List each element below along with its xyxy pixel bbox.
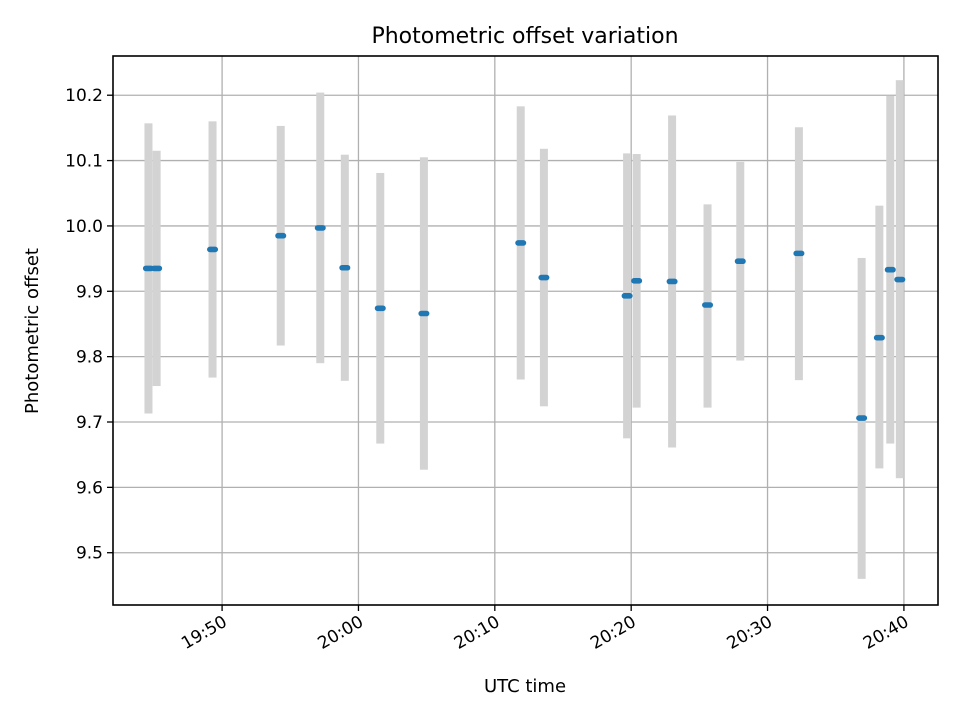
data-point — [702, 302, 714, 308]
data-point — [856, 415, 868, 421]
data-point — [275, 232, 287, 239]
x-axis-label: UTC time — [484, 676, 566, 697]
data-point — [207, 246, 219, 253]
data-point — [418, 310, 430, 317]
y-tick-label: 10.1 — [65, 152, 103, 172]
data-point — [894, 276, 906, 283]
y-tick-label: 9.9 — [76, 282, 103, 302]
y-tick-label: 10.2 — [65, 86, 103, 106]
y-tick-label: 9.6 — [76, 478, 103, 498]
data-point — [374, 305, 386, 312]
y-tick-label: 10.0 — [65, 217, 103, 237]
chart-title: Photometric offset variation — [371, 24, 678, 49]
marker-layer — [142, 225, 906, 421]
plot-frame — [112, 55, 939, 606]
tick-layer: 9.5 9.6 9.7 9.8 9.9 10.0 10.1 10.2 19:50 20:00 20:… — [65, 86, 912, 654]
y-tick-label: 9.5 — [76, 544, 103, 564]
data-point — [884, 266, 896, 273]
y-tick-label: 9.7 — [76, 413, 103, 433]
data-point — [873, 334, 885, 341]
x-tick-label: 20:00 — [315, 612, 367, 654]
data-point — [631, 278, 643, 284]
data-point — [538, 274, 550, 281]
y-axis-label: Photometric offset — [22, 248, 43, 414]
data-point — [515, 240, 527, 246]
x-tick-label: 20:20 — [587, 612, 639, 654]
data-point — [151, 265, 163, 272]
grid-layer — [113, 56, 938, 605]
x-tick-label: 20:10 — [451, 612, 503, 654]
errorbar-layer — [144, 80, 904, 579]
x-tick-label: 20:30 — [724, 612, 776, 654]
x-tick-label: 20:40 — [860, 612, 912, 654]
data-point — [621, 293, 633, 299]
data-point — [339, 264, 351, 271]
data-point — [314, 225, 326, 231]
x-tick-label: 19:50 — [178, 612, 230, 654]
data-point — [666, 278, 678, 285]
y-tick-label: 9.8 — [76, 348, 103, 368]
data-point — [734, 258, 746, 265]
data-point — [793, 250, 805, 257]
data-point — [142, 265, 154, 272]
